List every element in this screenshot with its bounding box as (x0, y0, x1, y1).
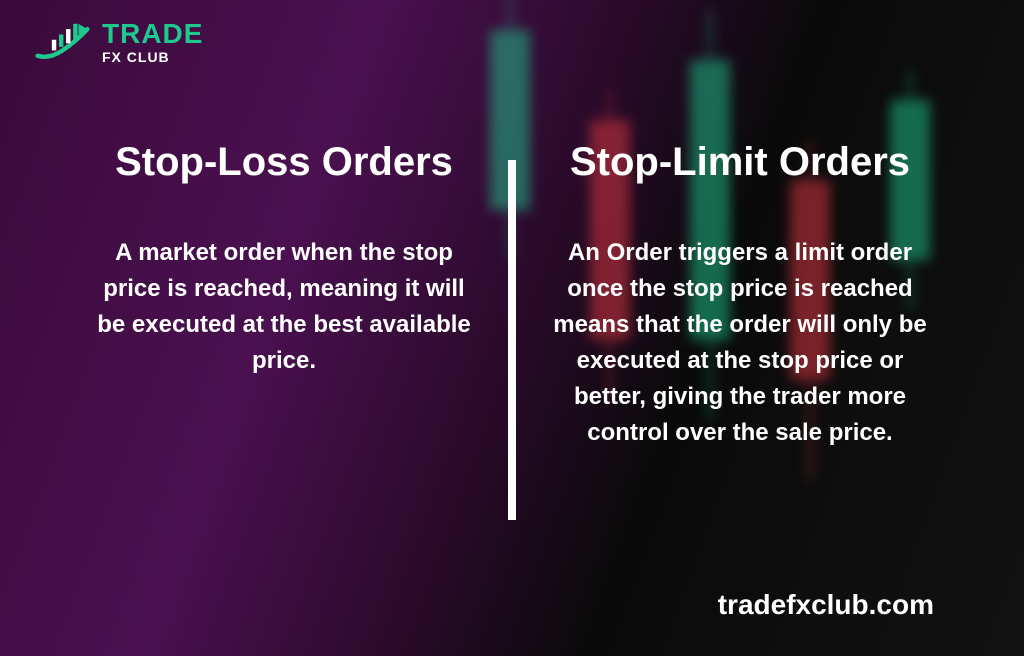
left-column: Stop-Loss Orders A market order when the… (60, 140, 508, 379)
logo-trade-text: TRADE (102, 20, 203, 48)
logo-fxclub-text: FX CLUB (102, 50, 203, 64)
website-url: tradefxclub.com (718, 589, 934, 621)
left-column-title: Stop-Loss Orders (90, 140, 478, 185)
right-column-title: Stop-Limit Orders (546, 140, 934, 185)
right-column-body: An Order triggers a limit order once the… (546, 235, 934, 451)
vertical-divider (508, 160, 516, 520)
right-column: Stop-Limit Orders An Order triggers a li… (516, 140, 964, 451)
logo-icon (35, 22, 90, 62)
main-content: Stop-Loss Orders A market order when the… (0, 140, 1024, 520)
logo: TRADE FX CLUB (35, 20, 203, 64)
left-column-body: A market order when the stop price is re… (90, 235, 478, 379)
logo-text: TRADE FX CLUB (102, 20, 203, 64)
